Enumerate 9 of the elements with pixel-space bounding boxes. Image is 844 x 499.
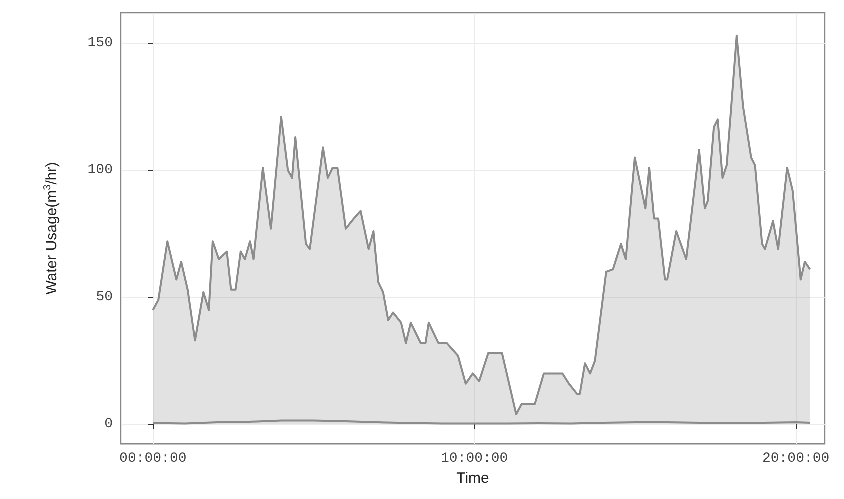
y-tick-label: 0 — [104, 416, 113, 433]
y-tick-label: 100 — [88, 162, 113, 179]
x-axis-title: Time — [456, 470, 490, 487]
y-tick-label: 50 — [96, 290, 113, 306]
y-axis-title: Water Usage(m3/hr) — [42, 162, 60, 295]
x-tick-label: 10:00:00 — [441, 451, 508, 468]
x-tick-label: 20:00:00 — [762, 451, 830, 468]
y-tick-label: 150 — [88, 35, 113, 52]
x-tick-label: 00:00:00 — [120, 451, 187, 468]
